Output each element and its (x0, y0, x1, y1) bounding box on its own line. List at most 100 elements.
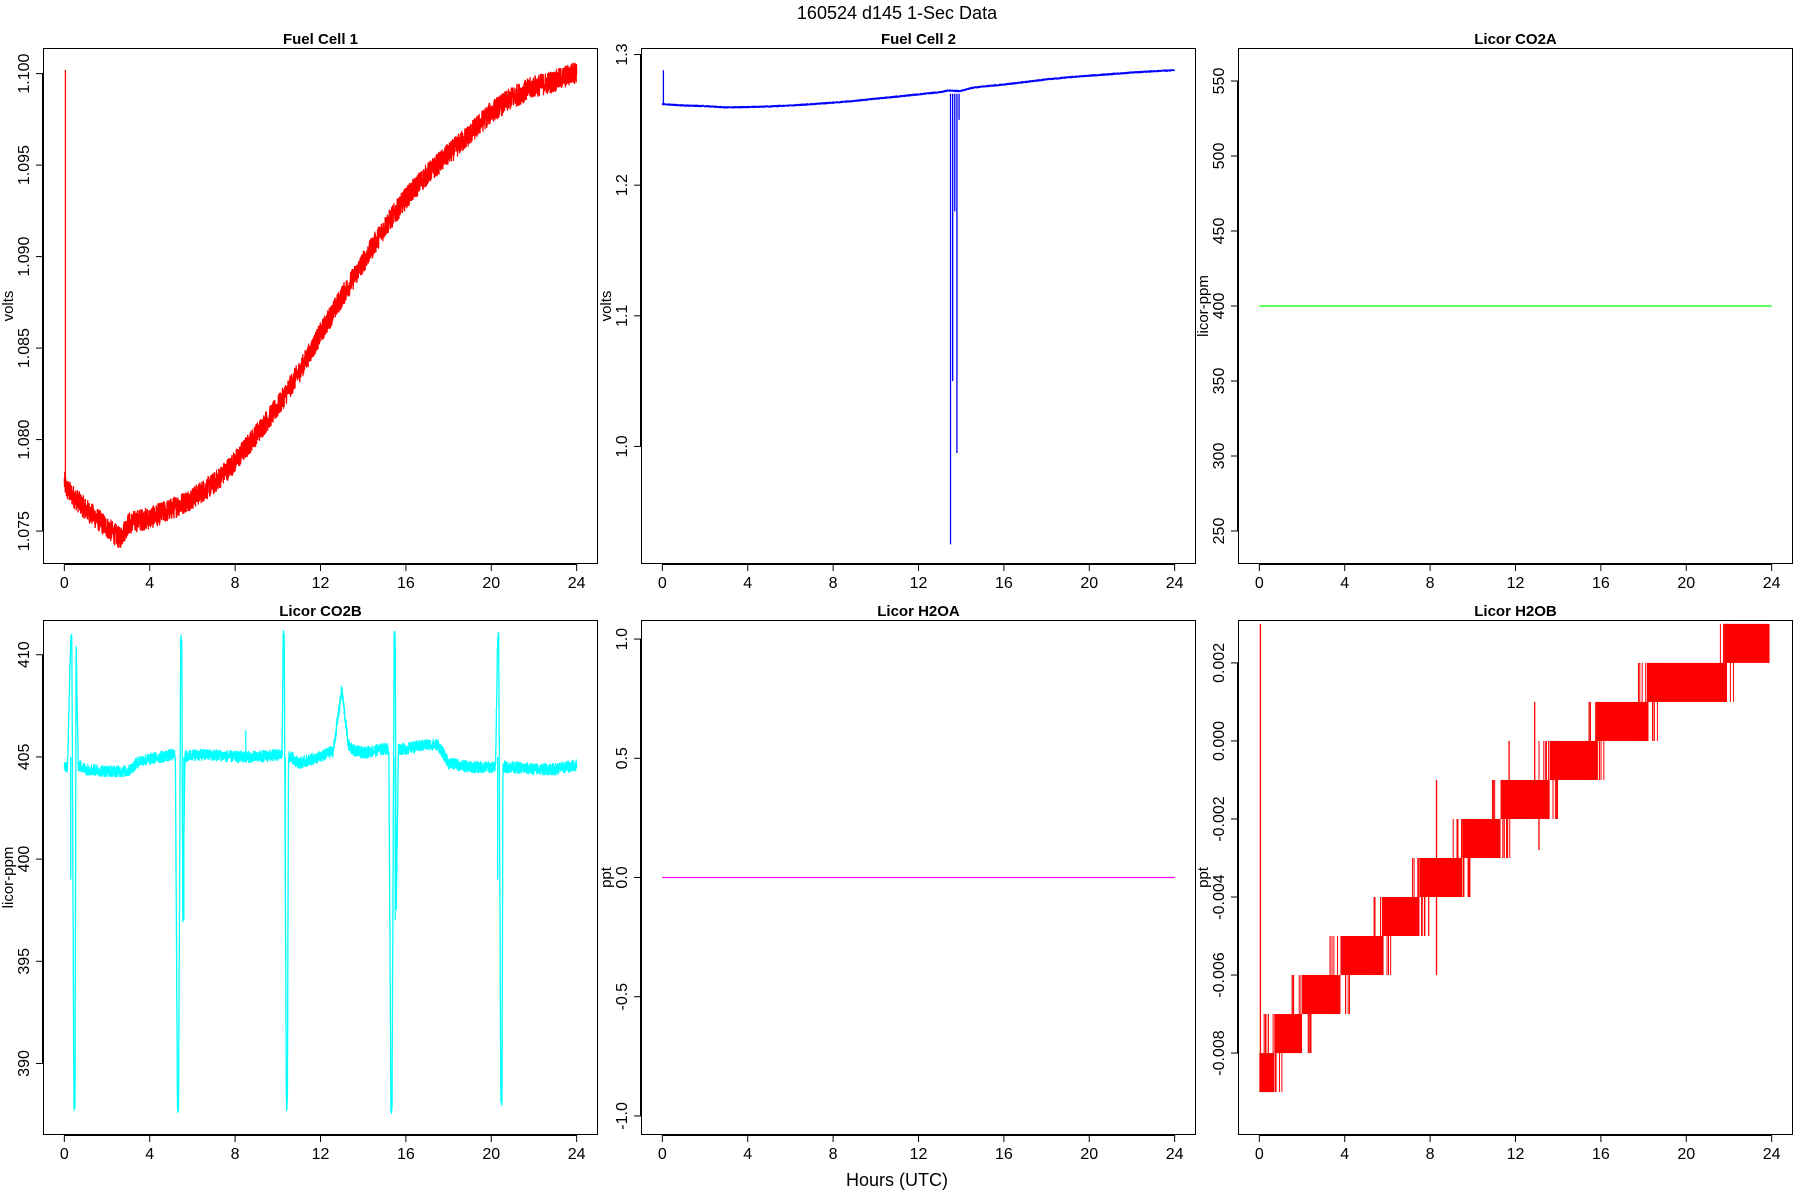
x-tick-label: 4 (145, 575, 154, 592)
figure-title: 160524 d145 1-Sec Data (797, 3, 998, 23)
x-tick-label: 0 (658, 575, 667, 592)
series-line (63, 62, 578, 549)
step-band (1724, 623, 1770, 663)
x-tick-label: 12 (1507, 1146, 1525, 1163)
x-tick-label: 20 (1080, 575, 1098, 592)
x-tick-label: 0 (1255, 1146, 1264, 1163)
step-band (1419, 857, 1463, 898)
y-tick-label: 1.080 (16, 419, 33, 459)
y-axis-label: ppt (1195, 866, 1212, 888)
y-tick-label: 410 (16, 641, 33, 668)
y-tick-label: 450 (1211, 218, 1228, 245)
x-tick-label: 8 (829, 575, 838, 592)
x-tick-label: 24 (568, 575, 586, 592)
y-tick-label: 0.002 (1211, 643, 1228, 683)
y-tick-label: 0.000 (1211, 721, 1228, 761)
y-axis-label: volts (0, 291, 17, 322)
y-axis: 250 300 350 400 450 500 550 (1211, 68, 1238, 545)
y-tick-label: 1.095 (16, 145, 33, 185)
y-tick-label: 395 (16, 948, 33, 975)
y-tick-label: 250 (1211, 518, 1228, 545)
x-tick-label: 12 (910, 1146, 928, 1163)
plot-area (63, 62, 578, 549)
x-tick-label: 0 (658, 1146, 667, 1163)
x-axis: 0 4 8 12 16 20 24 (658, 564, 1184, 592)
x-tick-label: 4 (743, 575, 752, 592)
y-tick-label: -0.006 (1211, 952, 1228, 997)
y-tick-label: 350 (1211, 368, 1228, 395)
y-tick-label: -0.008 (1211, 1030, 1228, 1075)
panel-title: Licor CO2B (279, 603, 362, 620)
y-tick-label: 1.3 (614, 43, 631, 65)
y-axis: 1.0 1.1 1.2 1.3 (614, 43, 641, 458)
plot-frame (1238, 48, 1793, 564)
x-tick-label: 4 (743, 1146, 752, 1163)
x-tick-label: 12 (312, 1146, 330, 1163)
y-axis-label: licor-ppm (0, 847, 17, 909)
y-axis: 1.075 1.080 1.085 1.090 1.095 1.100 (16, 53, 43, 551)
panel-2: Fuel Cell 2 volts 0 4 8 12 16 20 24 1.0 1.1 1.2 1.3 (598, 31, 1196, 592)
y-tick-label: 550 (1211, 68, 1228, 95)
x-axis: 0 4 8 12 16 20 24 (658, 1135, 1184, 1163)
x-tick-label: 24 (1763, 1146, 1781, 1163)
plot-area (63, 629, 578, 1114)
step-band (1274, 1014, 1303, 1054)
x-tick-label: 16 (995, 575, 1013, 592)
y-tick-label: 400 (16, 846, 33, 873)
panel-title: Licor CO2A (1474, 31, 1557, 48)
x-tick-label: 20 (1677, 1146, 1695, 1163)
panel-title: Fuel Cell 1 (283, 31, 358, 48)
plot-frame (1238, 620, 1793, 1135)
x-tick-label: 24 (1166, 1146, 1184, 1163)
plot-frame (641, 620, 1196, 1135)
x-tick-label: 0 (60, 575, 69, 592)
plot-area (1259, 623, 1770, 1093)
x-tick-label: 4 (1340, 575, 1349, 592)
x-tick-label: 24 (1166, 575, 1184, 592)
y-tick-label: 405 (16, 743, 33, 770)
x-tick-label: 20 (482, 575, 500, 592)
y-axis-label: volts (598, 291, 615, 322)
y-tick-label: 300 (1211, 443, 1228, 470)
series-line (661, 69, 1176, 109)
y-tick-label: 400 (1211, 293, 1228, 320)
x-tick-label: 24 (1763, 575, 1781, 592)
panel-title: Fuel Cell 2 (881, 31, 956, 48)
y-tick-label: 1.0 (614, 628, 631, 650)
y-tick-label: 390 (16, 1050, 33, 1077)
y-axis: -0.008 -0.006 -0.004 -0.002 0.000 0.002 (1211, 643, 1238, 1076)
y-tick-label: -0.004 (1211, 874, 1228, 919)
step-band (1383, 897, 1420, 937)
y-axis: 390 395 400 405 410 (16, 641, 43, 1077)
plot-frame (641, 48, 1196, 564)
y-axis: -1.0 -0.5 0.0 0.5 1.0 (614, 628, 641, 1130)
x-axis: 0 4 8 12 16 20 24 (60, 1135, 586, 1163)
x-axis-label: Hours (UTC) (846, 1170, 948, 1190)
x-tick-label: 0 (60, 1146, 69, 1163)
x-tick-label: 12 (910, 575, 928, 592)
y-axis-label: ppt (598, 866, 615, 888)
x-tick-label: 16 (397, 1146, 415, 1163)
x-tick-label: 8 (829, 1146, 838, 1163)
y-tick-label: 1.2 (614, 174, 631, 196)
panel-title: Licor H2OB (1474, 603, 1557, 620)
x-tick-label: 12 (1507, 575, 1525, 592)
panel-5: Licor H2OA ppt 0 4 8 12 16 20 24 -1.0 -0.5 0.0 0.5 1.… (598, 603, 1196, 1163)
x-tick-label: 8 (231, 1146, 240, 1163)
y-tick-label: -1.0 (614, 1102, 631, 1130)
step-band (1647, 662, 1725, 702)
x-tick-label: 12 (312, 575, 330, 592)
y-tick-label: 0.0 (614, 866, 631, 888)
x-tick-label: 4 (1340, 1146, 1349, 1163)
y-axis-label: licor-ppm (1195, 275, 1212, 337)
panel-title: Licor H2OA (877, 603, 960, 620)
y-tick-label: 1.075 (16, 511, 33, 551)
x-axis: 0 4 8 12 16 20 24 (60, 564, 586, 592)
y-tick-label: 500 (1211, 143, 1228, 170)
x-tick-label: 0 (1255, 575, 1264, 592)
x-tick-label: 24 (568, 1146, 586, 1163)
